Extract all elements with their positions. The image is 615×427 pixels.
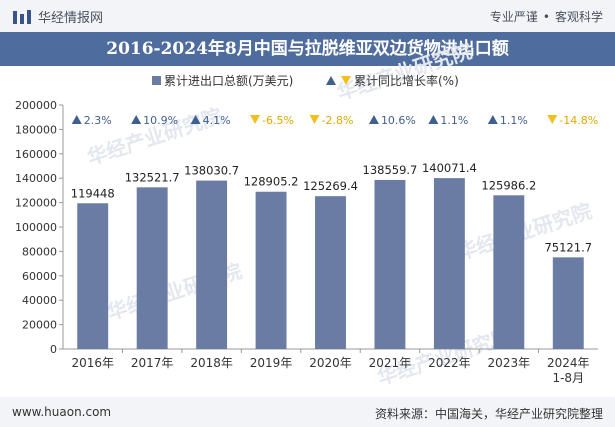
site-name: 华经情报网 (38, 11, 104, 26)
huajing-logo-icon (13, 9, 31, 24)
bar (374, 179, 406, 349)
x-tick-label: 2021年 (369, 356, 412, 370)
growth-down-triangle-icon (547, 115, 558, 124)
y-tick-label: 180000 (15, 123, 57, 136)
x-axis: 2016年 2017年 2018年 2019年 2020年 2021年 2022年 2023年… (63, 348, 598, 385)
growth-up-triangle-icon (190, 115, 201, 124)
bar (196, 180, 228, 349)
growth-value-label: 2.3% (84, 114, 112, 127)
growth-value-label: 4.1% (203, 114, 231, 127)
bar-value-label: 125269.4 (303, 179, 358, 193)
growth-value-label: -6.5% (262, 114, 294, 127)
bar-value-label: 119448 (71, 186, 115, 200)
bars (77, 178, 584, 349)
growth-up-triangle-icon (71, 115, 82, 124)
growth-value-label: 1.1% (500, 114, 528, 127)
growth-up-triangle-icon (131, 115, 142, 124)
bar-value-label: 125986.2 (481, 178, 536, 192)
bar-labels: 119448 132521.7 138030.7 128905.2 125269.4 13… (71, 161, 592, 254)
growth-down-triangle-icon (309, 115, 320, 124)
bar-value-label: 138030.7 (184, 164, 239, 178)
watermark-text: 华经产业研究院 (454, 199, 595, 265)
bar (77, 203, 109, 349)
watermark-text: 华经产业研究院 (334, 39, 475, 105)
growth-down-triangle-icon (250, 115, 261, 124)
legend-label-total: 累计进出口总额(万美元) (164, 74, 293, 88)
y-tick-label: 160000 (15, 148, 57, 161)
tagline: 专业严谨 • 客观科学 (490, 8, 603, 25)
legend-swatch-total (152, 76, 161, 85)
x-tick-label: 2023年 (488, 356, 531, 370)
bar (433, 178, 465, 349)
x-tick-label: 2017年 (131, 356, 174, 370)
legend-up-triangle-icon (326, 76, 336, 85)
bar-value-label: 128905.2 (244, 175, 299, 189)
x-tick-label: 2018年 (190, 356, 233, 370)
y-tick-label: 60000 (22, 270, 57, 283)
y-tick-label: 100000 (15, 221, 57, 234)
x-tick-label: 2016年 (71, 356, 114, 370)
footer-source: 资料来源：中国海关，华经产业研究院整理 (374, 407, 603, 421)
brand[interactable]: 华经情报网 (12, 7, 103, 26)
bar-value-label: 132521.7 (125, 170, 180, 184)
growth-value-label: -2.8% (322, 114, 354, 127)
growth-up-triangle-icon (368, 115, 379, 124)
growth-value-label: -14.8% (559, 114, 598, 127)
bar (315, 196, 346, 349)
bar (552, 257, 584, 349)
bar (255, 191, 287, 349)
growth-markers: 2.3% 10.9% 4.1% -6.5% -2.8% 10.6% 1.1% 1.1% -14.… (71, 114, 598, 127)
bar-value-label: 138559.7 (363, 163, 418, 177)
bar (136, 187, 168, 349)
growth-value-label: 10.9% (143, 114, 178, 127)
growth-up-triangle-icon (487, 115, 498, 124)
footer-url[interactable]: www.huaon.com (12, 405, 112, 419)
chart-title: 2016-2024年8月中国与拉脱维亚双边货物进出口额 (106, 39, 509, 59)
x-tick-label: 2019年 (250, 356, 293, 370)
bar (493, 195, 525, 349)
growth-value-label: 10.6% (381, 114, 416, 127)
x-tick-label: 2024年 1-8月 (547, 356, 590, 385)
bar-value-label: 140071.4 (422, 161, 477, 175)
x-tick-label: 2022年 (428, 356, 471, 370)
y-tick-label: 80000 (22, 245, 57, 258)
y-tick-label: 40000 (22, 294, 57, 307)
dot-separator-icon: • (542, 9, 550, 24)
tagline-left: 专业严谨 (489, 10, 538, 24)
y-tick-label: 200000 (15, 99, 57, 112)
y-axis: 0 20000 40000 60000 80000 100000 120000 140000 1… (15, 99, 64, 356)
y-tick-label: 20000 (22, 319, 57, 332)
tagline-right: 客观科学 (554, 10, 603, 24)
y-tick-label: 0 (50, 343, 57, 356)
top-bar: 华经情报网 专业严谨 • 客观科学 (0, 0, 615, 32)
legend: 累计进出口总额(万美元) 累计同比增长率(%) (152, 73, 459, 88)
y-tick-label: 120000 (15, 197, 57, 210)
legend-label-growth: 累计同比增长率(%) (354, 73, 459, 88)
x-tick-label: 2020年 (309, 356, 352, 370)
y-tick-label: 140000 (15, 172, 57, 185)
title-bar: 2016-2024年8月中国与拉脱维亚双边货物进出口额 (0, 32, 615, 66)
footer: www.huaon.com 资料来源：中国海关，华经产业研究院整理 (0, 397, 615, 427)
growth-up-triangle-icon (428, 115, 439, 124)
legend-down-triangle-icon (341, 76, 351, 85)
growth-value-label: 1.1% (440, 114, 468, 127)
bar-value-label: 75121.7 (544, 240, 592, 254)
